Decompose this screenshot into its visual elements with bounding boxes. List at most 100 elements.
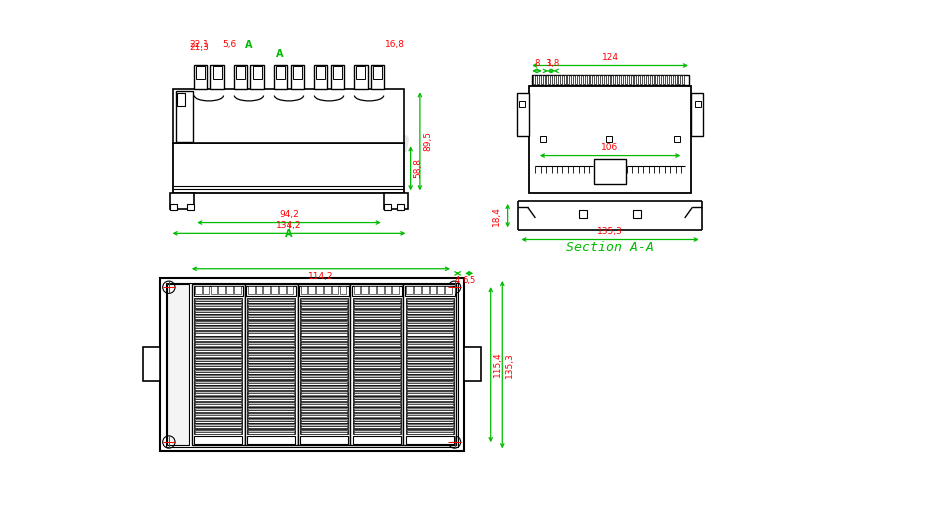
Bar — [301, 415, 347, 418]
Bar — [195, 304, 242, 308]
Bar — [352, 353, 401, 358]
Bar — [195, 391, 242, 396]
Bar — [301, 430, 347, 432]
Bar — [352, 298, 401, 303]
Bar — [678, 75, 680, 84]
Bar — [354, 372, 400, 374]
Bar — [354, 301, 400, 303]
Bar — [406, 385, 454, 391]
Bar — [196, 419, 241, 421]
Bar — [301, 359, 347, 361]
Bar — [248, 386, 294, 388]
Bar — [247, 336, 295, 341]
Bar — [301, 310, 347, 312]
Bar — [195, 374, 242, 380]
Bar — [406, 396, 454, 401]
Bar — [464, 347, 481, 381]
Text: 4: 4 — [455, 277, 460, 285]
Bar — [352, 369, 401, 374]
Bar — [301, 355, 347, 357]
Bar — [300, 309, 348, 314]
Bar — [671, 75, 673, 84]
Bar — [195, 401, 242, 407]
Bar — [301, 322, 347, 324]
Bar — [354, 419, 400, 421]
Bar — [377, 287, 384, 294]
Bar — [407, 426, 452, 428]
Bar — [354, 304, 400, 306]
Bar — [407, 394, 452, 396]
Bar — [354, 344, 400, 346]
Bar — [301, 350, 347, 352]
Bar — [301, 372, 347, 374]
Bar — [248, 370, 294, 372]
Bar — [301, 408, 347, 410]
Bar — [170, 193, 194, 209]
Bar — [332, 66, 342, 79]
Bar — [352, 326, 401, 330]
Bar — [354, 415, 400, 418]
Bar — [407, 366, 452, 368]
Bar — [301, 311, 347, 314]
Bar — [537, 75, 539, 84]
Bar — [354, 421, 400, 423]
Text: A: A — [276, 48, 283, 59]
Bar — [407, 402, 452, 405]
Bar — [407, 399, 452, 401]
Bar — [195, 347, 242, 352]
Bar — [406, 347, 454, 352]
Bar — [406, 363, 454, 369]
Bar — [656, 75, 657, 84]
Bar — [248, 405, 294, 407]
Bar — [407, 321, 452, 323]
Bar — [354, 408, 400, 410]
Bar — [406, 326, 454, 330]
Bar — [300, 347, 348, 352]
Bar — [196, 353, 241, 356]
Bar — [196, 350, 241, 352]
Bar — [300, 353, 348, 358]
Bar — [196, 372, 241, 374]
Bar — [352, 342, 401, 347]
Bar — [406, 353, 454, 358]
Bar — [406, 374, 454, 380]
Bar — [276, 66, 285, 79]
Bar — [407, 410, 452, 412]
Bar — [354, 426, 400, 428]
Bar — [274, 64, 288, 89]
Bar — [248, 413, 294, 415]
Bar — [248, 415, 294, 418]
Bar — [301, 337, 347, 339]
Bar — [196, 410, 241, 412]
Bar — [301, 306, 347, 308]
Bar — [407, 317, 452, 319]
Bar — [354, 413, 400, 415]
Bar — [301, 375, 347, 378]
Bar — [301, 402, 347, 405]
Bar — [248, 364, 294, 367]
Bar — [406, 401, 454, 407]
Bar — [248, 326, 294, 328]
Bar — [166, 283, 458, 447]
Bar — [406, 315, 454, 319]
Bar — [248, 377, 294, 379]
Bar — [354, 394, 400, 396]
Bar — [354, 326, 400, 328]
Bar — [293, 66, 302, 79]
Bar — [529, 85, 691, 193]
Bar — [407, 432, 452, 434]
Bar — [406, 336, 454, 341]
Bar — [352, 285, 402, 296]
Text: @taeno.com: @taeno.com — [200, 129, 411, 158]
Bar — [195, 436, 242, 444]
Text: 89,5: 89,5 — [423, 132, 432, 151]
Bar — [602, 75, 604, 84]
Bar — [196, 348, 241, 350]
Text: 134,2: 134,2 — [276, 222, 302, 230]
Bar — [248, 399, 294, 401]
Bar — [352, 401, 401, 407]
Bar — [618, 75, 619, 84]
Bar — [192, 284, 245, 445]
Bar — [691, 93, 703, 136]
Bar — [407, 424, 452, 426]
